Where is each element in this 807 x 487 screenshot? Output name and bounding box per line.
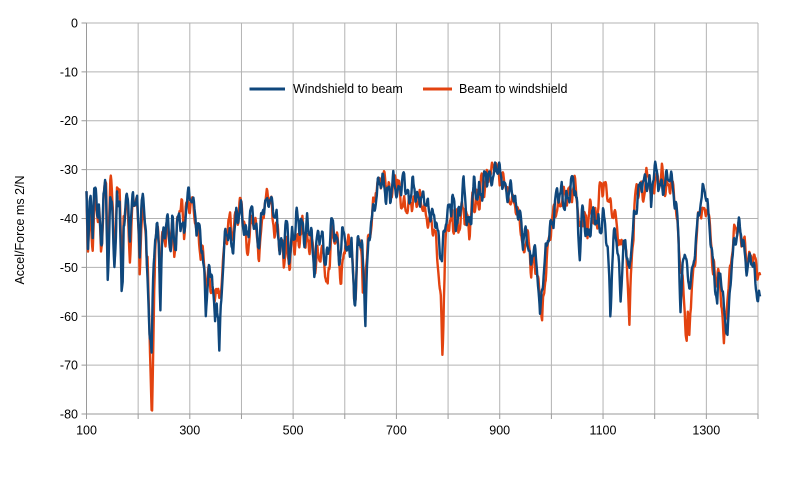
svg-text:-10: -10: [60, 65, 78, 79]
svg-text:700: 700: [386, 423, 407, 437]
svg-text:Accel/Force ms 2/N: Accel/Force ms 2/N: [13, 175, 27, 284]
svg-text:1300: 1300: [692, 423, 720, 437]
svg-text:-70: -70: [60, 359, 78, 373]
svg-text:-20: -20: [60, 114, 78, 128]
svg-text:-80: -80: [60, 408, 78, 422]
svg-text:500: 500: [283, 423, 304, 437]
svg-text:-60: -60: [60, 310, 78, 324]
svg-text:100: 100: [76, 423, 97, 437]
svg-text:-40: -40: [60, 212, 78, 226]
svg-text:Windshield to beam: Windshield to beam: [293, 82, 403, 96]
svg-text:900: 900: [489, 423, 510, 437]
svg-text:300: 300: [179, 423, 200, 437]
svg-text:-30: -30: [60, 163, 78, 177]
svg-text:-50: -50: [60, 261, 78, 275]
svg-text:Beam to windshield: Beam to windshield: [459, 82, 567, 96]
svg-text:0: 0: [71, 17, 78, 31]
svg-text:1100: 1100: [590, 423, 617, 437]
